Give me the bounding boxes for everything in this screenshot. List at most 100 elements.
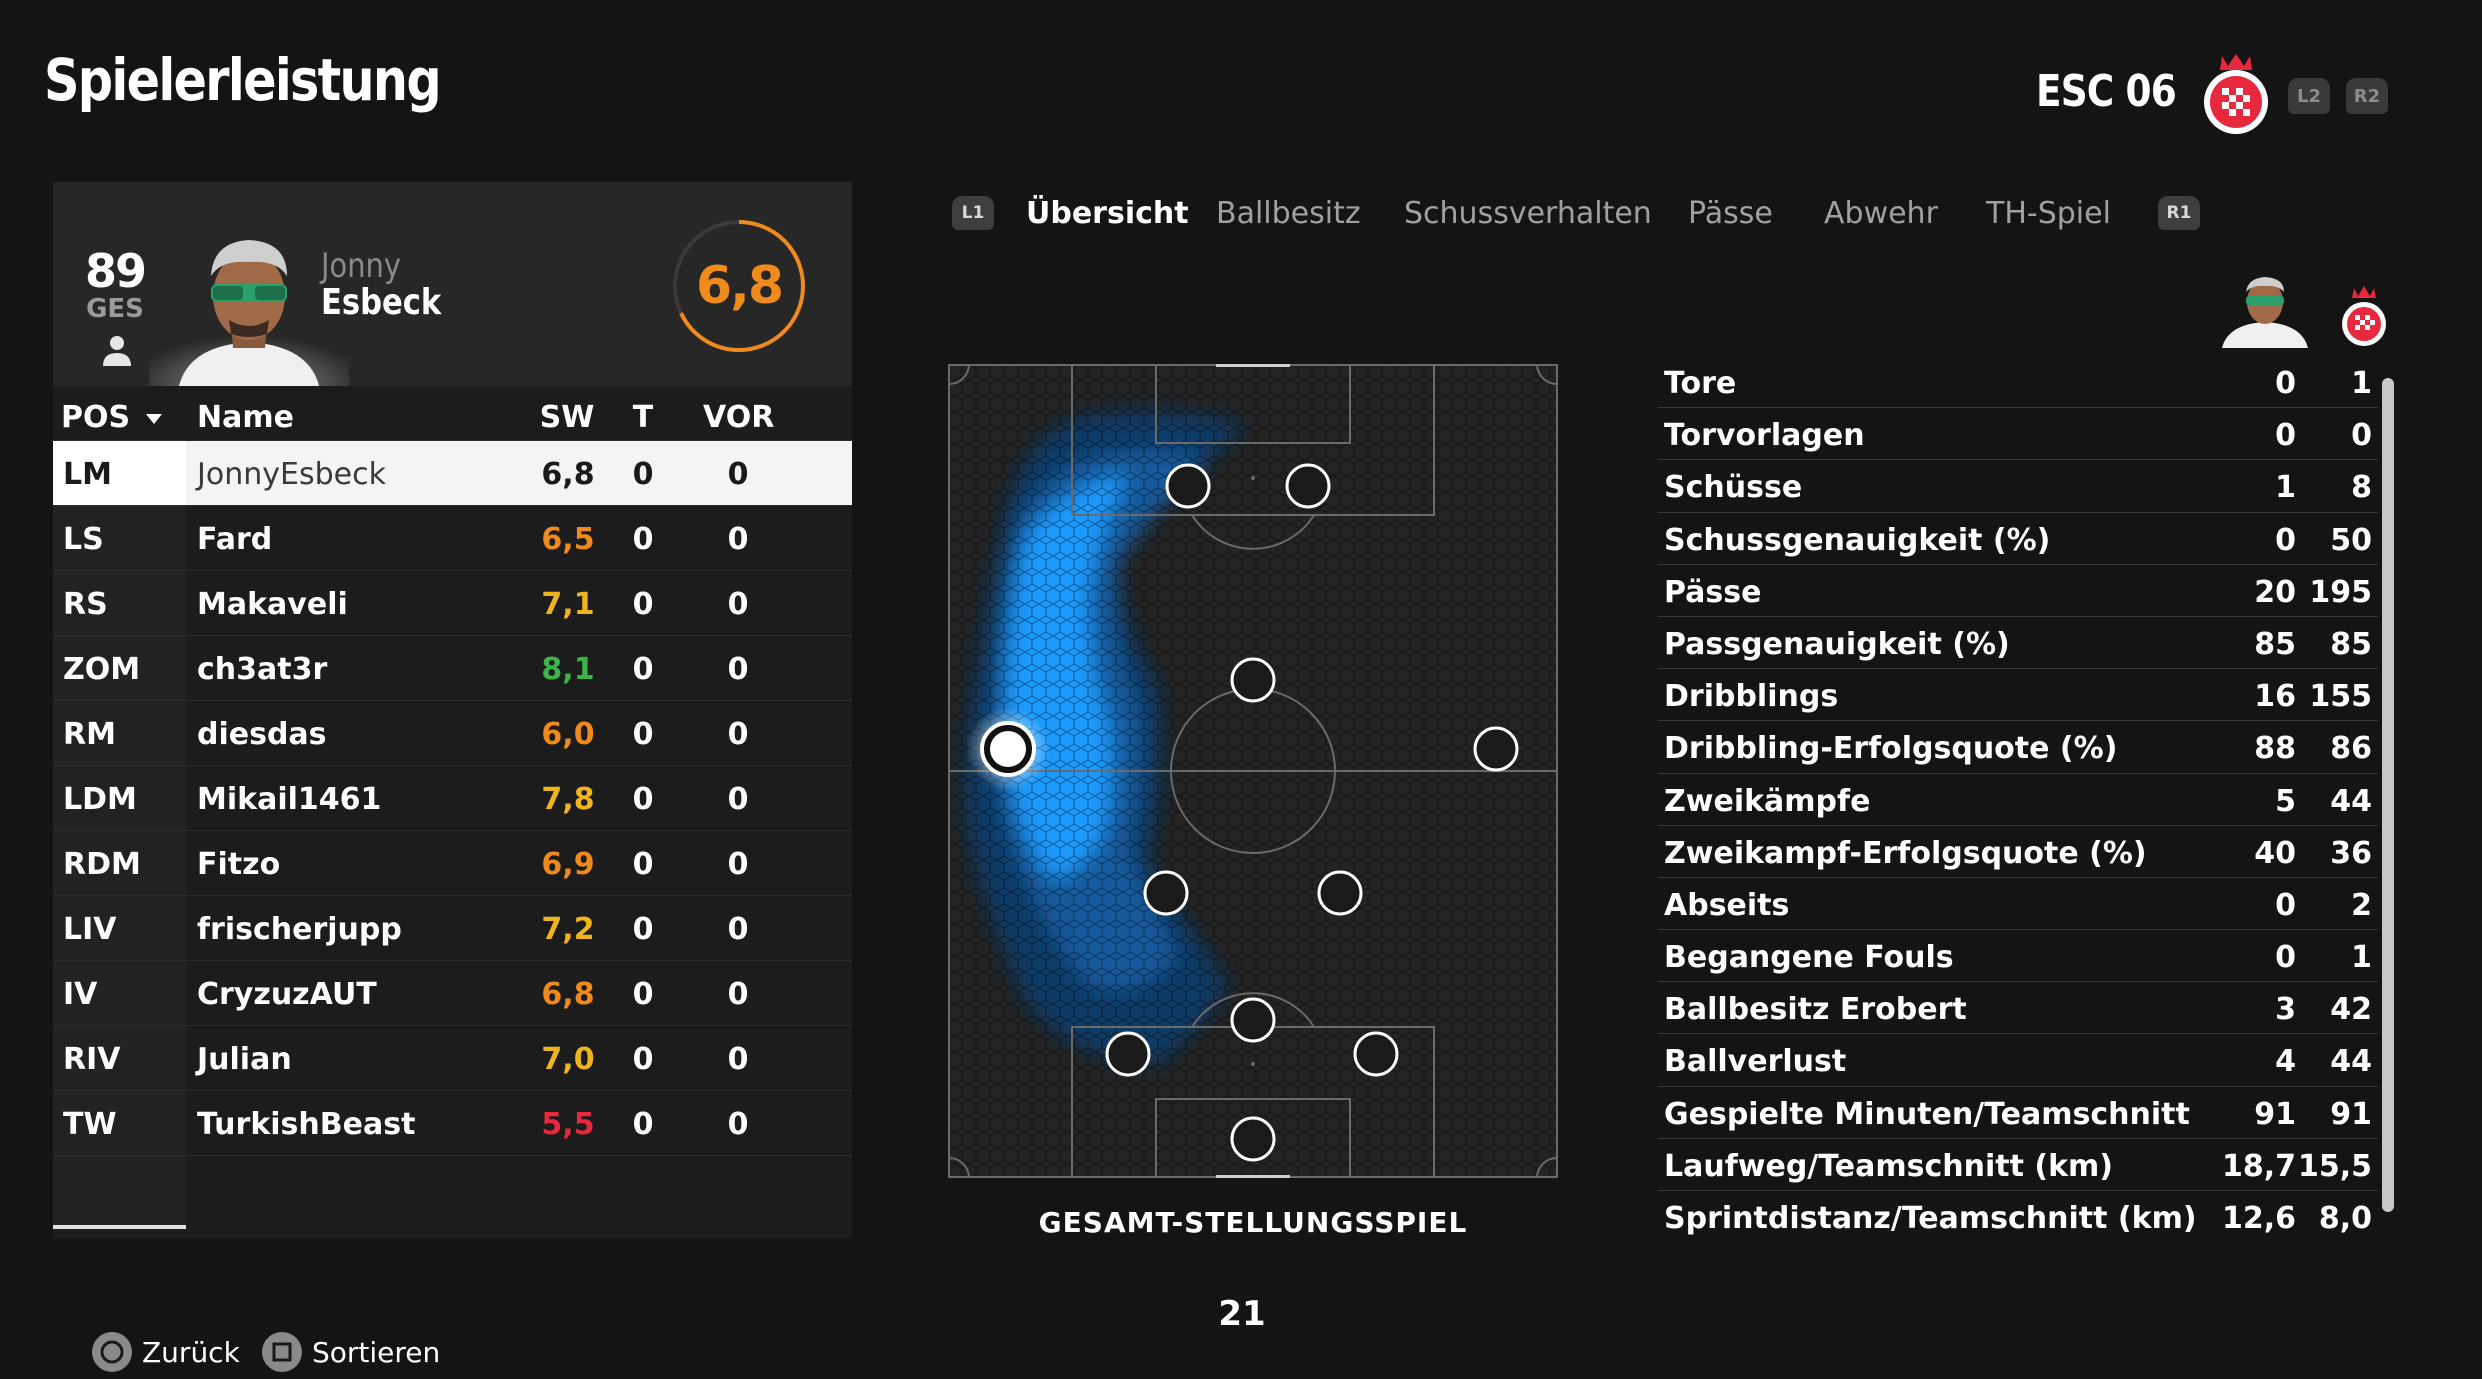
assists-cell: 0 [727, 587, 749, 622]
player-name-cell: Mikail1461 [197, 782, 382, 817]
player-name-cell: Fitzo [197, 847, 281, 882]
goals-cell: 0 [632, 587, 654, 622]
table-row[interactable]: IV CryzuzAUT 6,8 0 0 [53, 960, 852, 1025]
stat-label: Gespielte Minuten/Teamschnitt [1664, 1096, 2190, 1132]
player-portrait [149, 240, 349, 386]
stats-scrollbar[interactable] [2382, 378, 2394, 1212]
stat-row: Schussgenauigkeit (%) 0 50 [1658, 513, 2378, 565]
stats-list: Tore 0 1 Torvorlagen 0 0 Schüsse 1 8 Schussgenaui… [1658, 356, 2378, 1243]
tab-abwehr[interactable]: Abwehr [1824, 196, 1938, 231]
heatmap-label: GESAMT-STELLUNGSSPIEL [1038, 1206, 1468, 1239]
pos-column-underline [53, 1225, 186, 1229]
team-name: ESC 06 [2036, 66, 2177, 117]
goals-cell: 0 [632, 782, 654, 817]
r2-button[interactable]: R2 [2346, 78, 2388, 114]
table-row[interactable]: TW TurkishBeast 5,5 0 0 [53, 1090, 852, 1155]
page-number: 21 [1218, 1294, 1266, 1334]
player-table-body: LM JonnyEsbeck 6,8 0 0 LS Fard 6,5 0 0 RS Makaveli 7… [53, 440, 852, 1229]
stat-row: Pässe 20 195 [1658, 565, 2378, 617]
back-hint[interactable]: Zurück [92, 1332, 240, 1372]
stat-player-value: 0 [2275, 366, 2296, 401]
table-row[interactable]: LDM Mikail1461 7,8 0 0 [53, 765, 852, 830]
overall-label: GES [86, 294, 144, 324]
stat-player-value: 40 [2254, 835, 2296, 871]
vor-column-header[interactable]: VOR [703, 400, 775, 435]
rating-cell: 6,0 [541, 717, 595, 752]
t-column-header[interactable]: T [632, 400, 654, 435]
stat-row: Sprintdistanz/Teamschnitt (km) 12,6 8,0 [1658, 1191, 2378, 1243]
stat-label: Schüsse [1664, 470, 1803, 506]
table-header: POS Name SW T VOR [53, 386, 852, 442]
assists-cell: 0 [727, 977, 749, 1012]
stat-player-value: 0 [2275, 418, 2296, 454]
goals-cell: 0 [632, 717, 654, 752]
l1-button[interactable]: L1 [952, 196, 994, 230]
table-row[interactable]: LIV frischerjupp 7,2 0 0 [53, 895, 852, 960]
stat-team-value: 91 [2330, 1096, 2372, 1132]
pos-cell-bg [53, 1026, 186, 1090]
goals-cell: 0 [632, 912, 654, 947]
table-row[interactable]: RDM Fitzo 6,9 0 0 [53, 830, 852, 895]
stat-label: Sprintdistanz/Teamschnitt (km) [1664, 1201, 2197, 1236]
rating-cell: 6,8 [541, 977, 595, 1012]
stat-row: Schüsse 1 8 [1658, 460, 2378, 513]
table-row-empty [53, 1155, 852, 1229]
sw-column-header[interactable]: SW [539, 400, 595, 435]
teammate-marker [1230, 657, 1276, 703]
table-row[interactable]: RS Makaveli 7,1 0 0 [53, 570, 852, 635]
pos-column-header[interactable]: POS [61, 400, 163, 435]
pos-cell-bg [53, 506, 186, 570]
back-label: Zurück [142, 1335, 240, 1369]
stat-row: Tore 0 1 [1658, 356, 2378, 409]
stat-row: Dribbling-Erfolgsquote (%) 88 86 [1658, 721, 2378, 774]
stat-label: Abseits [1664, 887, 1790, 923]
player-markers [1105, 463, 1519, 1162]
pos-cell-bg [53, 766, 186, 830]
name-column-header[interactable]: Name [197, 400, 294, 435]
teammate-marker [1317, 870, 1363, 916]
teammate-marker [1230, 1116, 1276, 1162]
square-button-icon [262, 1332, 302, 1372]
table-row[interactable]: LM JonnyEsbeck 6,8 0 0 [53, 440, 852, 505]
stat-label: Begangene Fouls [1664, 940, 1954, 976]
table-row[interactable]: RM diesdas 6,0 0 0 [53, 700, 852, 765]
position-cell: RS [63, 587, 108, 622]
position-cell: LM [63, 457, 112, 492]
assists-cell: 0 [727, 847, 749, 882]
l2-button[interactable]: L2 [2288, 78, 2330, 114]
stat-row: Abseits 0 2 [1658, 878, 2378, 931]
table-row[interactable]: RIV Julian 7,0 0 0 [53, 1025, 852, 1090]
stat-player-value: 91 [2254, 1096, 2296, 1132]
stat-team-value: 2 [2351, 887, 2372, 923]
stat-label: Dribblings [1664, 679, 1839, 715]
table-row[interactable]: ZOM ch3at3r 8,1 0 0 [53, 635, 852, 700]
table-row[interactable]: LS Fard 6,5 0 0 [53, 505, 852, 570]
r1-button[interactable]: R1 [2158, 196, 2200, 230]
stat-label: Ballbesitz Erobert [1664, 992, 1967, 1028]
tab-th-spiel[interactable]: TH-Spiel [1986, 196, 2111, 231]
player-name-cell: Julian [197, 1042, 292, 1077]
stat-team-value: 1 [2351, 366, 2372, 401]
rating-cell: 7,0 [541, 1042, 595, 1077]
pos-cell-bg [53, 701, 186, 765]
sort-hint[interactable]: Sortieren [262, 1332, 440, 1372]
assists-cell: 0 [727, 522, 749, 557]
stat-team-value: 15,5 [2297, 1148, 2372, 1184]
stat-label: Zweikampf-Erfolgsquote (%) [1664, 835, 2147, 871]
rating-cell: 7,1 [541, 587, 595, 622]
pos-cell-bg [53, 571, 186, 635]
stat-row: Zweikampf-Erfolgsquote (%) 40 36 [1658, 826, 2378, 878]
tab-uebersicht[interactable]: Übersicht [1026, 196, 1189, 231]
tab-paesse[interactable]: Pässe [1688, 196, 1773, 231]
stat-player-value: 1 [2275, 470, 2296, 506]
stat-team-value: 85 [2330, 626, 2372, 662]
teammate-marker [1353, 1031, 1399, 1077]
stat-player-value: 0 [2275, 522, 2296, 558]
tab-ballbesitz[interactable]: Ballbesitz [1216, 196, 1361, 231]
tab-schussverhalten[interactable]: Schussverhalten [1404, 196, 1652, 231]
stat-team-value: 42 [2330, 992, 2372, 1028]
stat-row: Torvorlagen 0 0 [1658, 408, 2378, 461]
position-cell: LIV [63, 912, 117, 947]
teammate-marker [1143, 870, 1189, 916]
player-card: 89 GES Jonny Esbeck [53, 182, 852, 386]
